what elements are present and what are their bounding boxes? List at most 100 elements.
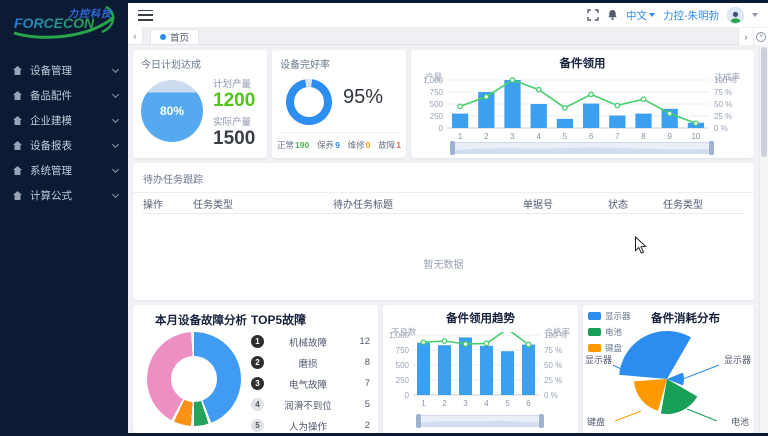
usage-trend-chart: 1,000 100 % 750 75 % 500 50 % 250 25 % 0 0 % 1 2 3 4 5… (389, 332, 567, 408)
dashboard-content: 今日计划达成 80% 计划产量 1200 实际产量 1500 (128, 45, 759, 433)
tab-home-label: 首页 (170, 33, 190, 44)
card-pending-tasks: 待办任务跟踪 操作 任务类型 待办任务标题 单据号 状态 任务类型 暂无数据 (133, 163, 754, 300)
divider (280, 132, 398, 133)
list-item: 3 电气故障 7 (251, 373, 370, 394)
bar (479, 345, 494, 395)
datazoom-handle-left[interactable] (416, 414, 421, 428)
sidebar-item-label: 计算公式 (30, 190, 72, 202)
svg-text:3: 3 (463, 399, 468, 408)
card-usage-trend-chart: 备件领用趋势 不良数 合格率 1,000 100 % 750 75 % 500 50 % 2… (383, 305, 578, 433)
tasks-table-header: 操作 任务类型 待办任务标题 单据号 状态 任务类型 (143, 193, 744, 214)
vertical-scrollbar[interactable] (759, 45, 768, 433)
language-selector[interactable]: 中文 (626, 8, 655, 23)
app-header: 中文 力控-朱明勃 (128, 3, 768, 28)
caret-down-icon[interactable] (752, 13, 758, 17)
chart-title: 备件领用 (559, 58, 606, 70)
scrollbar-thumb[interactable] (761, 47, 767, 157)
sidebar-item-device-mgmt[interactable]: 设备管理 (0, 58, 128, 83)
tab-bar: ‹ 首页 › × (128, 27, 768, 45)
card-daily-plan: 今日计划达成 80% 计划产量 1200 实际产量 1500 (133, 50, 267, 158)
svg-text:1,000: 1,000 (423, 77, 444, 85)
home-icon (12, 65, 23, 76)
datazoom-slider[interactable] (416, 414, 544, 428)
brand-logo[interactable]: 力控科技 FORCECON (0, 0, 128, 44)
fullscreen-icon[interactable] (587, 9, 599, 21)
svg-text:75 %: 75 % (714, 88, 732, 97)
tab-bar-actions: › × (738, 28, 768, 45)
legend-item[interactable]: 键盘 (588, 342, 631, 354)
svg-text:显示器: 显示器 (585, 355, 612, 365)
brand-name-cn: 力控科技 (68, 5, 112, 20)
plan-output-label: 计划产量 (213, 79, 252, 90)
spare-usage-chart: 1,000 100 % 750 75 % 500 50 % 250 25 % 0 0 % 1 2 3 4 5… (423, 77, 737, 141)
sidebar-item-system-mgmt[interactable]: 系统管理 (0, 158, 128, 183)
sidebar-item-spare-parts[interactable]: 备品配件 (0, 83, 128, 108)
avatar[interactable] (727, 6, 744, 24)
card-title: 设备完好率 (280, 60, 330, 71)
header-actions: 中文 力控-朱明勃 (587, 6, 758, 24)
divider (133, 192, 754, 193)
home-icon (12, 90, 23, 101)
tab-home[interactable]: 首页 (150, 29, 200, 44)
stat-repair: 维修0 (347, 140, 371, 150)
list-item: 1 机械故障 12 (251, 331, 370, 352)
hamburger-menu-icon[interactable] (138, 9, 153, 21)
svg-text:2: 2 (442, 399, 447, 408)
chart-legend: 显示器 电池 键盘 (588, 310, 631, 358)
top5-title: TOP5故障 (251, 313, 307, 327)
home-icon (12, 190, 23, 201)
rank-badge: 5 (251, 419, 264, 432)
tabs-scroll-left-icon[interactable]: ‹ (128, 27, 143, 44)
svg-text:75 %: 75 % (544, 346, 562, 355)
svg-text:电池: 电池 (731, 416, 749, 427)
sidebar-item-device-report[interactable]: 设备报表 (0, 133, 128, 158)
health-stats: 正常190 保养9 维修0 故障1 (277, 139, 401, 151)
actual-output-value: 1500 (213, 128, 256, 149)
sidebar-item-enterprise-model[interactable]: 企业建模 (0, 108, 128, 133)
card-title: 今日计划达成 (141, 60, 201, 71)
bar (504, 80, 521, 128)
tab-options-icon[interactable]: × (753, 28, 768, 45)
y-axis-right-label: 合格率 (544, 327, 570, 337)
fault-donut-chart (147, 332, 241, 426)
datazoom-handle-left[interactable] (450, 141, 455, 155)
sidebar-item-label: 设备管理 (30, 65, 72, 77)
health-ring-gauge (286, 79, 332, 125)
legend-swatch (588, 344, 601, 352)
sidebar-item-calc-formula[interactable]: 计算公式 (0, 183, 128, 208)
tabs-scroll-right-icon[interactable]: › (738, 28, 753, 45)
bar (500, 351, 515, 395)
username-link[interactable]: 力控-朱明勃 (663, 9, 719, 22)
list-item: 4 润滑不到位 5 (251, 394, 370, 415)
col-task-type: 任务类型 (193, 199, 233, 211)
stat-fault: 故障1 (378, 140, 401, 150)
svg-text:10: 10 (691, 132, 700, 141)
rank-badge: 2 (251, 356, 264, 369)
bell-icon[interactable] (607, 9, 618, 21)
legend-item[interactable]: 显示器 (588, 310, 631, 322)
stat-maintenance: 保养9 (317, 140, 340, 150)
card-consumption-distribution: 备件消耗分布 显示器 电池 键盘 (583, 305, 754, 433)
rank-badge: 1 (251, 335, 264, 348)
datazoom-handle-right[interactable] (709, 141, 714, 155)
bar (556, 118, 574, 128)
line-series (423, 332, 529, 346)
rose-slice (660, 379, 698, 414)
svg-text:750: 750 (430, 88, 444, 97)
datazoom-slider[interactable] (450, 141, 714, 155)
datazoom-handle-right[interactable] (539, 414, 544, 428)
rose-slice (634, 379, 667, 411)
stat-normal: 正常190 (277, 140, 310, 150)
tab-active-dot-icon (160, 34, 166, 40)
svg-text:250: 250 (396, 376, 410, 385)
col-doc-no: 单据号 (523, 199, 553, 211)
bar (582, 103, 600, 128)
legend-item[interactable]: 电池 (588, 326, 631, 338)
chevron-down-icon (111, 190, 120, 198)
brand-name-en: FORCECON (14, 15, 95, 31)
actual-output-label: 实际产量 (213, 117, 252, 128)
home-icon (12, 165, 23, 176)
y-axis-left-label: 产量 (425, 72, 443, 82)
svg-text:5: 5 (563, 132, 568, 141)
